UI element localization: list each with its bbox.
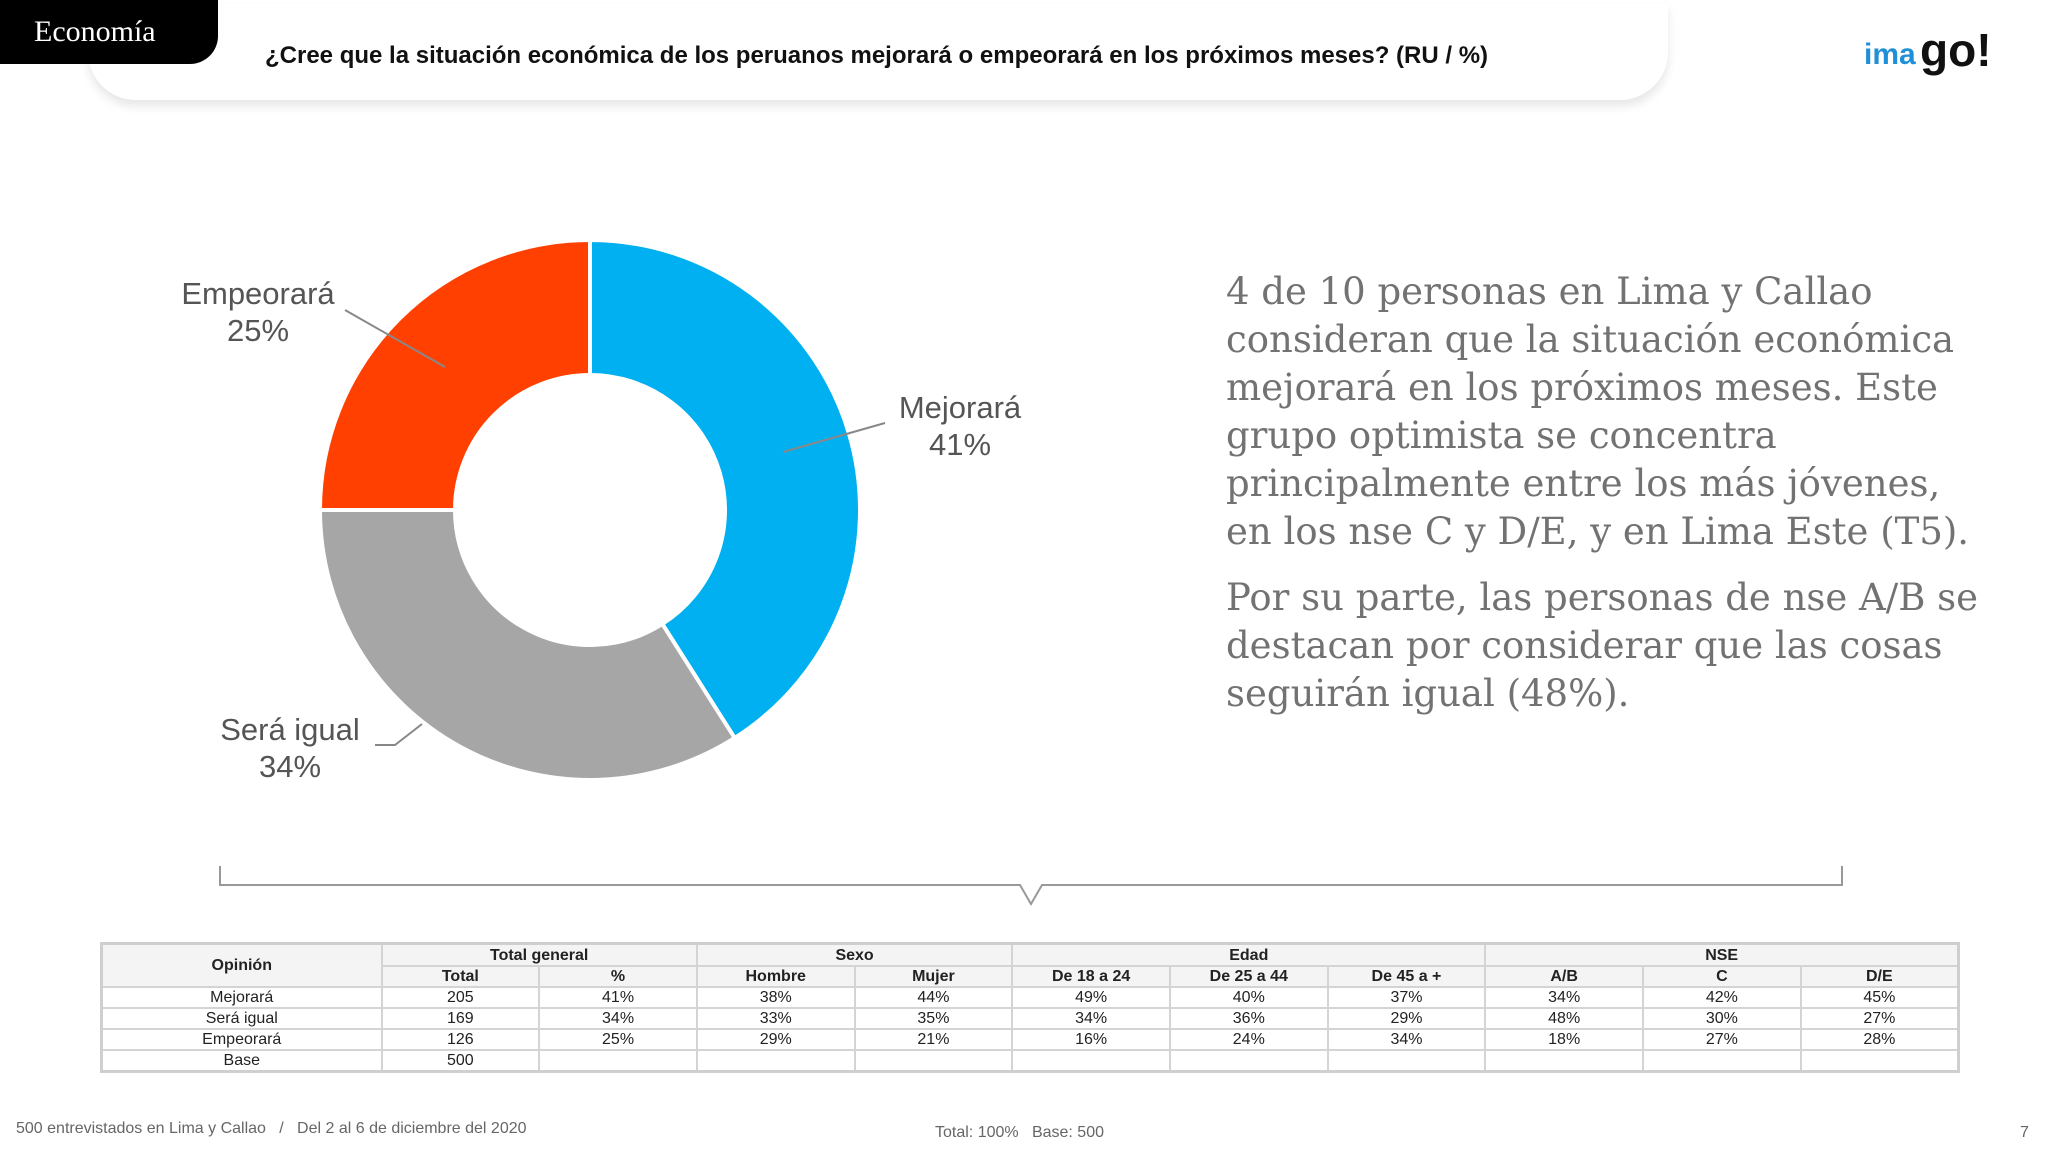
footer-sample-info: 500 entrevistados en Lima y Callao / Del… xyxy=(16,1120,527,1137)
table-cell: 34% xyxy=(538,1007,698,1030)
leader-line-empeorara xyxy=(344,309,446,368)
summary-paragraph-2: Por su parte, las personas de nse A/B se… xyxy=(1226,576,1979,715)
table-row: Base 500 xyxy=(100,1049,1960,1073)
table-cell xyxy=(1642,1049,1802,1073)
section-tab: Economía xyxy=(0,0,218,64)
table-cell: 41% xyxy=(538,986,698,1009)
table-cell: 205 xyxy=(380,986,541,1009)
summary-text: 4 de 10 personas en Lima y Callao consid… xyxy=(1226,268,1986,736)
svg-text:ima: ima xyxy=(1864,38,1916,71)
label-empeorara: Empeorará 25% xyxy=(168,275,348,349)
col-header: D/E xyxy=(1799,965,1960,988)
label-empeorara-value: 25% xyxy=(226,313,290,348)
leader-line-mejorara xyxy=(782,422,886,453)
table-cell: 36% xyxy=(1168,1007,1329,1030)
slice-mejorara xyxy=(588,237,862,741)
header-bar: ¿Cree que la situación económica de los … xyxy=(88,4,1668,100)
table-subheader-row: Total% Hombre Mujer De 18 a 24 De 25 a 44 De … xyxy=(102,965,1960,988)
slice-empeorara xyxy=(317,237,592,512)
question-title: ¿Cree que la situación económica de los … xyxy=(265,42,1489,69)
label-sera-igual: Será igual 34% xyxy=(200,711,380,785)
donut-chart xyxy=(317,237,886,782)
table-cell: 34% xyxy=(1484,986,1644,1009)
table-cell: 33% xyxy=(695,1007,856,1030)
group-header-total: Total general xyxy=(380,942,698,967)
col-header: De 25 a 44 xyxy=(1168,965,1329,988)
table-cell: 42% xyxy=(1642,986,1802,1009)
table-cell: 500 xyxy=(380,1049,541,1073)
table-cell xyxy=(695,1049,856,1073)
table-cell: 29% xyxy=(1326,1007,1487,1030)
table-group-header-row: Opinión Total general Sexo Edad NSE xyxy=(100,942,1960,988)
page-number: 7 xyxy=(2020,1124,2029,1141)
table-cell: 16% xyxy=(1011,1028,1171,1051)
label-mejorara: Mejorará 41% xyxy=(880,389,1040,463)
row-label: Empeorará xyxy=(100,1028,383,1051)
table-cell: 44% xyxy=(853,986,1014,1009)
leader-line-sera-igual xyxy=(375,723,423,746)
summary-paragraph-1: 4 de 10 personas en Lima y Callao consid… xyxy=(1226,270,1970,553)
table-cell xyxy=(1011,1049,1171,1073)
table-cell: 40% xyxy=(1168,986,1329,1009)
table-cell: 29% xyxy=(695,1028,856,1051)
footer-total-base: Total: 100% Base: 500 xyxy=(935,1124,1104,1141)
svg-text:go!: go! xyxy=(1920,24,1992,76)
col-header: De 45 a + xyxy=(1326,965,1487,988)
table-cell xyxy=(1799,1049,1960,1073)
table-cell xyxy=(538,1049,698,1073)
label-mejorara-value: 41% xyxy=(928,427,992,462)
table-cell: 18% xyxy=(1484,1028,1644,1051)
table-cell xyxy=(1326,1049,1487,1073)
table-cell: 34% xyxy=(1011,1007,1171,1030)
results-table: Opinión Total general Sexo Edad NSE Tota… xyxy=(100,942,1960,1073)
table-row: Empeorará 126 25% 29% 21% 16% 24% 34% 18% 27% 28% xyxy=(100,1028,1960,1051)
row-label: Base xyxy=(100,1049,383,1073)
col-header: De 18 a 24 xyxy=(1011,965,1171,988)
imago-logo: ima go! xyxy=(1862,14,2012,84)
label-sera-igual-name: Será igual xyxy=(220,712,360,747)
table-cell: 38% xyxy=(695,986,856,1009)
col-header: A/B xyxy=(1484,965,1644,988)
col-header: % xyxy=(538,965,698,988)
table-cell: 27% xyxy=(1799,1007,1960,1030)
row-label: Mejorará xyxy=(100,986,383,1009)
col-header-opinion: Opinión xyxy=(100,942,383,988)
table-cell: 35% xyxy=(853,1007,1014,1030)
table-cell: 24% xyxy=(1168,1028,1329,1051)
table-cell: 49% xyxy=(1011,986,1171,1009)
table-cell: 30% xyxy=(1642,1007,1802,1030)
col-header: Mujer xyxy=(853,965,1014,988)
label-mejorara-name: Mejorará xyxy=(898,390,1022,425)
label-sera-igual-value: 34% xyxy=(258,749,322,784)
table-cell: 27% xyxy=(1642,1028,1802,1051)
table-cell: 21% xyxy=(853,1028,1014,1051)
group-header-edad: Edad xyxy=(1011,942,1487,967)
group-header-nse: NSE xyxy=(1484,942,1960,967)
table-cell: 28% xyxy=(1799,1028,1960,1051)
table-cell: 48% xyxy=(1484,1007,1644,1030)
table-cell: 34% xyxy=(1326,1028,1487,1051)
table-cell: 25% xyxy=(538,1028,698,1051)
label-empeorara-name: Empeorará xyxy=(181,276,335,311)
col-header: Total xyxy=(380,965,541,988)
group-header-sexo: Sexo xyxy=(695,942,1014,967)
table-cell: 126 xyxy=(380,1028,541,1051)
slice-sera-igual xyxy=(317,508,738,782)
table-cell xyxy=(853,1049,1014,1073)
table-row: Mejorará 205 41% 38% 44% 49% 40% 37% 34% 42% 45% xyxy=(100,986,1960,1009)
col-header: C xyxy=(1642,965,1802,988)
row-label: Será igual xyxy=(100,1007,383,1030)
table-cell: 37% xyxy=(1326,986,1487,1009)
table-cell: 45% xyxy=(1799,986,1960,1009)
col-header: Hombre xyxy=(695,965,856,988)
table-cell: 169 xyxy=(380,1007,541,1030)
table-cell xyxy=(1168,1049,1329,1073)
table-cell xyxy=(1484,1049,1644,1073)
table-row: Será igual 169 34% 33% 35% 34% 36% 29% 48% 30% 27% xyxy=(100,1007,1960,1030)
